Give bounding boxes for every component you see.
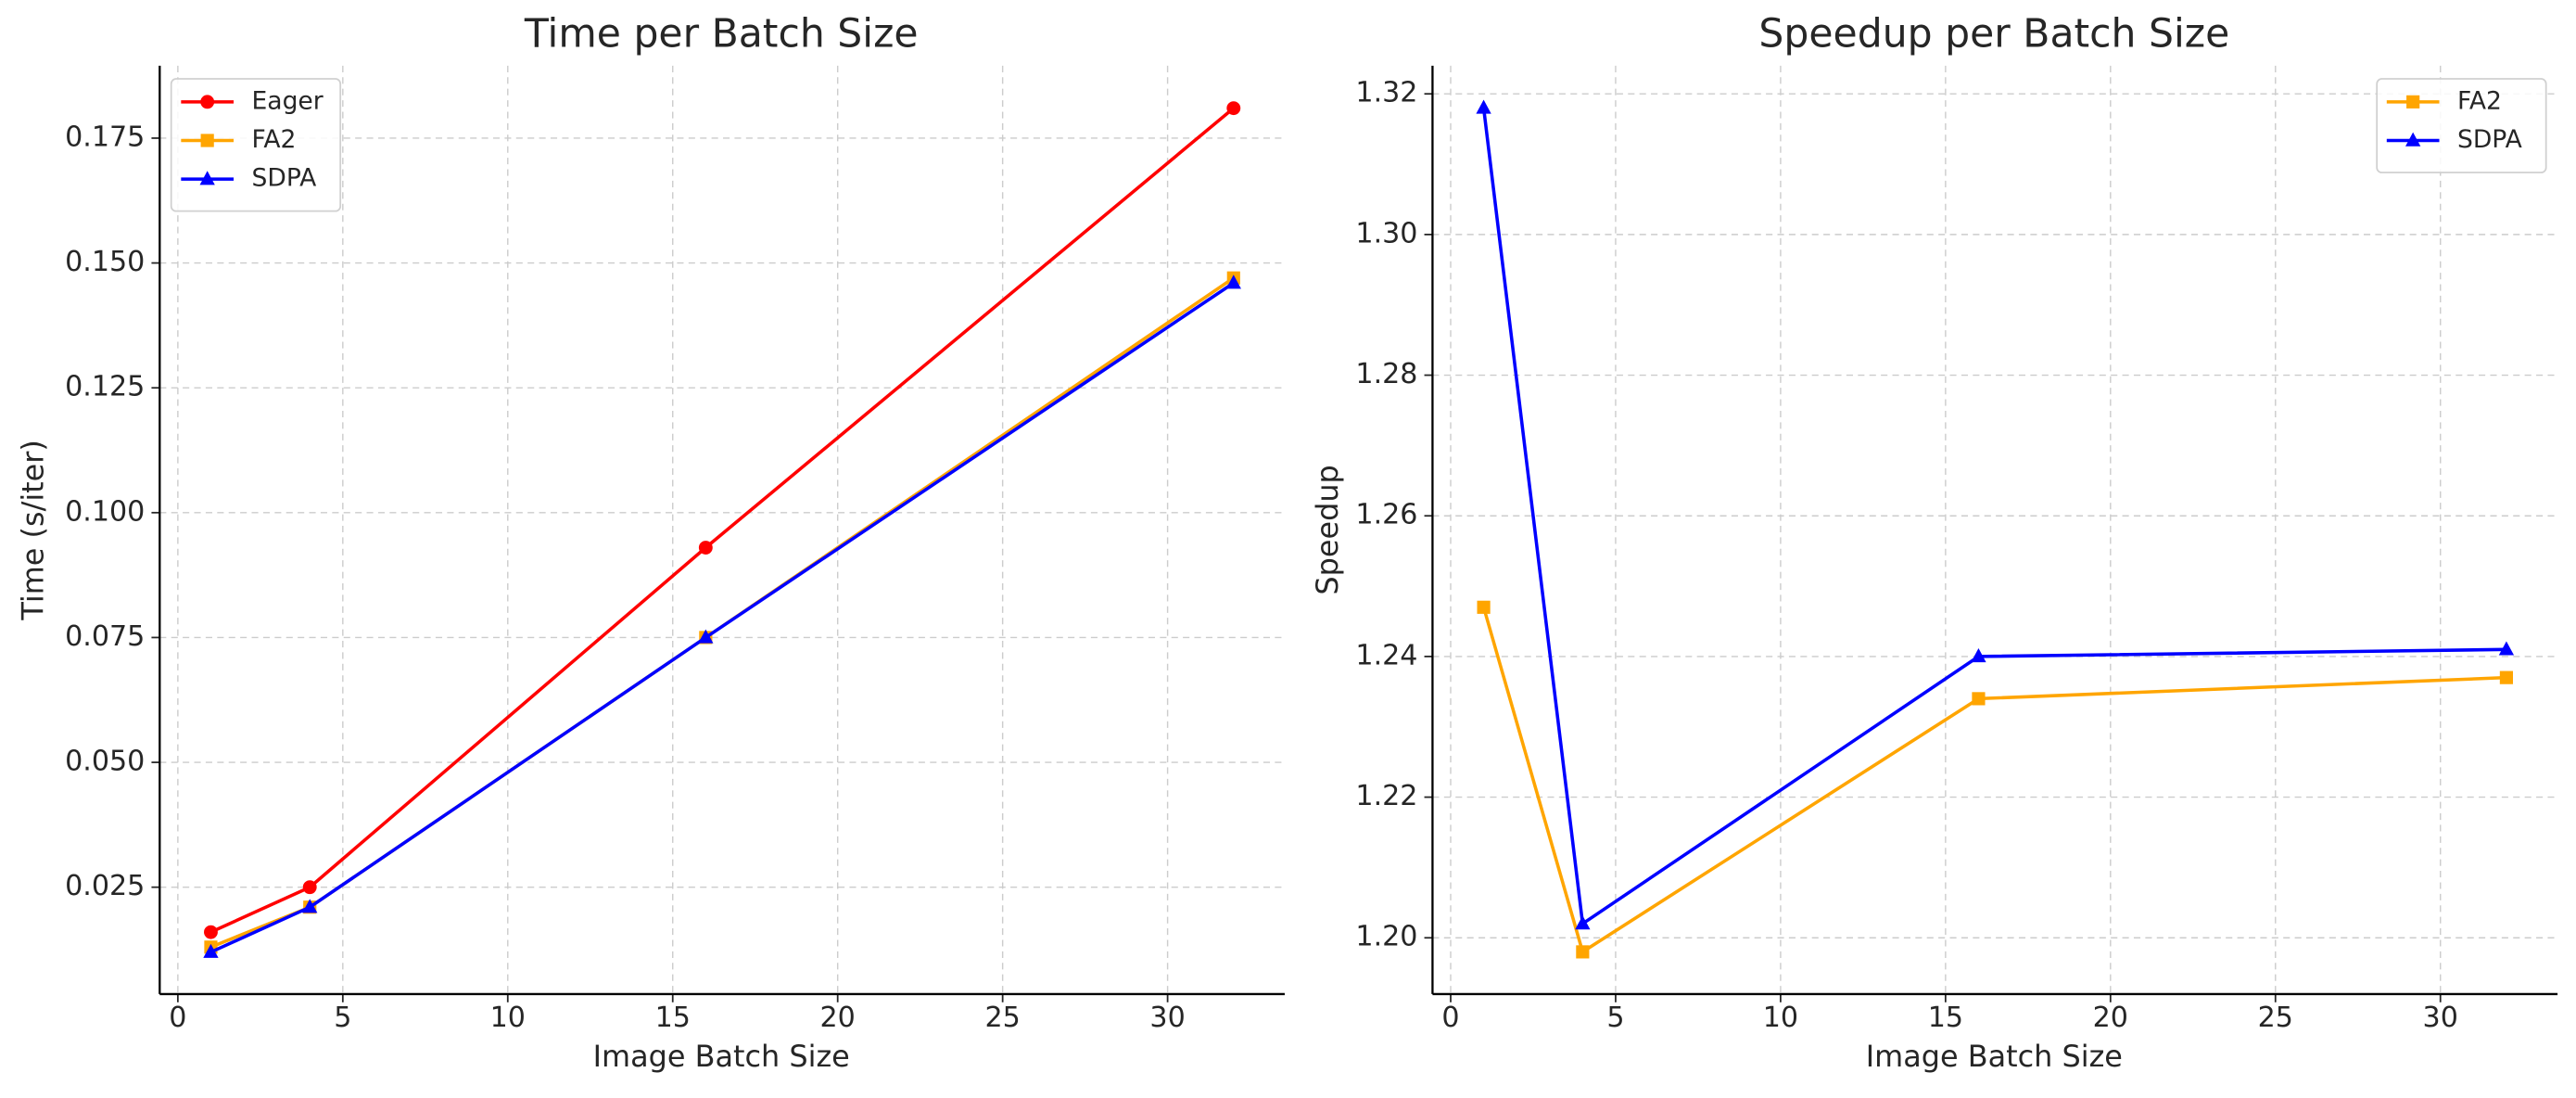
chart-title: Time per Batch Size xyxy=(524,11,919,57)
series-line xyxy=(209,281,1235,954)
marker xyxy=(204,925,218,939)
y-tick-label: 0.100 xyxy=(65,495,145,528)
y-axis-label: Time (s/iter) xyxy=(16,440,51,620)
marker xyxy=(1576,945,1590,959)
marker xyxy=(1972,692,1986,706)
legend-marker xyxy=(200,95,215,109)
legend-label: Eager xyxy=(252,86,324,115)
series-line xyxy=(209,276,1235,949)
marker xyxy=(2498,641,2515,656)
marker xyxy=(302,899,318,913)
series-line xyxy=(1481,108,2506,927)
series-line xyxy=(1481,606,2506,955)
chart-title: Speedup per Batch Size xyxy=(1758,11,2229,57)
x-tick-label: 15 xyxy=(655,1002,691,1034)
marker xyxy=(1575,915,1591,930)
y-tick-label: 1.22 xyxy=(1355,780,1417,812)
series-line xyxy=(209,107,1235,934)
legend-marker xyxy=(2406,95,2420,109)
marker xyxy=(1477,600,1491,614)
marker xyxy=(1225,274,1241,289)
x-tick-label: 20 xyxy=(2093,1002,2128,1034)
y-tick-label: 1.30 xyxy=(1355,217,1417,249)
x-tick-label: 25 xyxy=(984,1002,1020,1034)
y-axis-label: Speedup xyxy=(1310,465,1345,594)
y-tick-label: 0.150 xyxy=(65,246,145,278)
y-tick-label: 0.175 xyxy=(65,121,145,153)
x-tick-label: 30 xyxy=(2423,1002,2458,1034)
x-tick-label: 5 xyxy=(1606,1002,1624,1034)
marker xyxy=(1476,99,1491,114)
x-tick-label: 15 xyxy=(1928,1002,1963,1034)
y-tick-label: 0.075 xyxy=(65,620,145,653)
y-tick-label: 0.050 xyxy=(65,746,145,778)
y-tick-label: 1.28 xyxy=(1355,358,1417,390)
x-axis-label: Image Batch Size xyxy=(593,1039,850,1074)
legend-label: SDPA xyxy=(2457,125,2522,154)
x-tick-label: 30 xyxy=(1149,1002,1185,1034)
y-tick-label: 1.26 xyxy=(1355,499,1417,531)
x-tick-label: 5 xyxy=(334,1002,351,1034)
marker xyxy=(698,541,713,555)
marker xyxy=(2499,670,2514,684)
marker xyxy=(302,880,317,895)
x-tick-label: 25 xyxy=(2258,1002,2293,1034)
x-tick-label: 10 xyxy=(1763,1002,1798,1034)
y-tick-label: 0.125 xyxy=(65,371,145,403)
x-axis-label: Image Batch Size xyxy=(1866,1039,2123,1074)
x-tick-label: 10 xyxy=(490,1002,526,1034)
marker xyxy=(1226,101,1241,116)
x-tick-label: 0 xyxy=(169,1002,186,1034)
y-tick-label: 1.32 xyxy=(1355,77,1417,109)
legend-label: FA2 xyxy=(2457,86,2502,115)
y-tick-label: 1.24 xyxy=(1355,639,1417,671)
y-tick-label: 0.025 xyxy=(65,870,145,902)
x-tick-label: 0 xyxy=(1441,1002,1459,1034)
legend-label: SDPA xyxy=(252,164,317,193)
legend-marker xyxy=(2405,132,2421,147)
x-tick-label: 20 xyxy=(820,1002,856,1034)
marker xyxy=(203,943,219,958)
legend-marker xyxy=(200,134,214,147)
legend-label: FA2 xyxy=(252,125,297,154)
marker xyxy=(698,629,714,644)
legend-marker xyxy=(199,171,215,185)
y-tick-label: 1.20 xyxy=(1355,921,1417,953)
marker xyxy=(1971,648,1986,663)
